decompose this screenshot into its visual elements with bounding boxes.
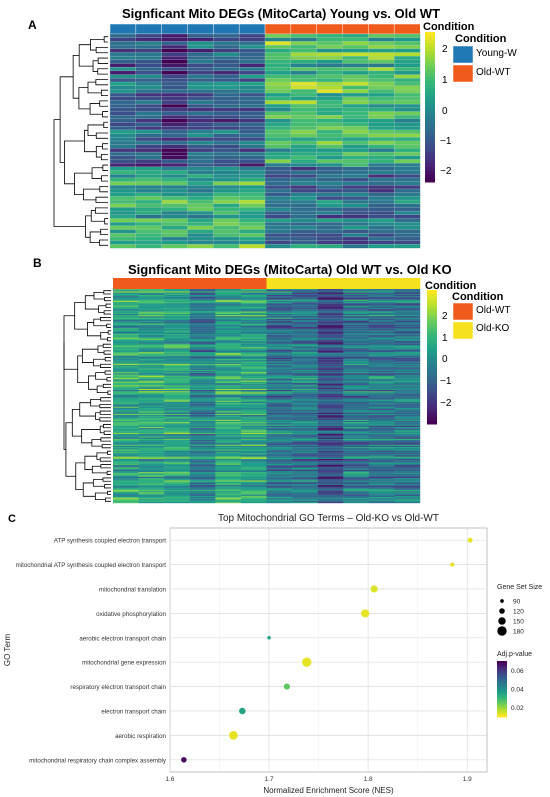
x-tick-label: 1.7: [265, 776, 274, 783]
size-legend-key: [499, 608, 505, 614]
heatmap-b-dendrogram: [63, 290, 111, 502]
heatmap-b-annotation-bar: [113, 278, 421, 289]
y-tick-label: mitochondrial respiratory chain complex …: [29, 757, 167, 764]
panel-b-condition-legend-title: Condition: [452, 291, 504, 303]
data-point: [283, 683, 290, 690]
data-point: [302, 657, 312, 667]
y-axis-label: GO Term: [3, 634, 12, 667]
color-legend-label: 0.02: [511, 705, 524, 712]
panel-a-colorbar-tick: 0: [442, 106, 448, 117]
panel-a-condition-legend-title: Condition: [455, 33, 507, 45]
panel-a-colorbar-tick: −2: [440, 166, 452, 177]
y-tick-label: respiratory electron transport chain: [70, 684, 166, 691]
panel-a-group-label-2: Old-WT: [476, 67, 511, 78]
data-point: [467, 537, 473, 543]
x-tick-label: 1.6: [165, 776, 174, 783]
panel-a-colorbar-tick: 1: [442, 75, 448, 86]
data-point: [181, 757, 187, 763]
heatmap-a-annotation-bar: [109, 23, 421, 35]
heatmap-a-colorbar: [425, 32, 435, 183]
x-axis-label: Normalized Enrichment Score (NES): [263, 786, 394, 795]
size-legend-label: 120: [513, 609, 524, 616]
size-legend-label: 150: [513, 619, 524, 626]
y-tick-label: oxidative phosphorylation: [96, 611, 166, 618]
heatmap-b-colorbar: [427, 290, 437, 425]
panel-a-annotation-title: Condition: [423, 21, 475, 33]
data-point: [239, 707, 246, 715]
plot-panel: [169, 527, 488, 773]
panel-a-title: Signficant Mito DEGs (MitoCarta) Young v…: [122, 6, 441, 21]
heatmap-a-condition-legend: [452, 45, 474, 83]
panel-a-group-label-1: Young-W: [476, 48, 517, 59]
heatmap-b: [63, 278, 474, 504]
chart-title: Top Mitochondrial GO Terms – Old-KO vs O…: [218, 513, 439, 524]
color-legend-title: Adj.p-value: [497, 651, 532, 658]
y-tick-label: aerobic respiration: [115, 733, 166, 740]
panel-a-colorbar-tick: 2: [442, 44, 448, 55]
panel-b-colorbar-tick: −2: [440, 398, 452, 409]
y-tick-label: mitochondrial ATP synthesis coupled elec…: [16, 562, 167, 569]
data-point: [229, 731, 238, 740]
heatmap-a: [53, 23, 474, 249]
panel-b-colorbar-tick: −1: [440, 376, 452, 387]
size-legend-key: [498, 617, 506, 625]
x-tick-label: 1.9: [463, 776, 472, 783]
heatmap-a-dendrogram: [53, 36, 108, 246]
size-legend-label: 180: [513, 629, 524, 636]
panel-b-annotation-title: Condition: [425, 280, 477, 292]
panel-b-colorbar-tick: 0: [442, 354, 448, 365]
y-tick-label: ATP synthesis coupled electron transport: [54, 538, 167, 545]
panel-b-group-label-2: Old-KO: [476, 323, 510, 334]
data-point: [450, 562, 455, 567]
panel-b-colorbar-tick: 1: [442, 333, 448, 344]
size-legend-label: 90: [513, 599, 521, 606]
heatmap-b-condition-legend: [452, 302, 474, 340]
panel-b-letter: B: [33, 256, 42, 270]
y-tick-label: mitochondrial gene expression: [82, 660, 166, 667]
size-legend-title: Gene Set Size: [497, 584, 542, 591]
data-point: [361, 609, 370, 618]
heatmap-b-cells: [113, 289, 421, 504]
heatmap-a-cells: [109, 33, 421, 249]
size-legend-key: [497, 626, 507, 636]
panel-a-letter: A: [28, 18, 37, 32]
y-tick-label: electron transport chain: [101, 709, 166, 716]
panel-a-colorbar-tick: −1: [440, 136, 452, 147]
panel-b-group-label-1: Old-WT: [476, 305, 511, 316]
color-legend-label: 0.04: [511, 687, 524, 694]
panel-c-letter: C: [8, 513, 16, 525]
data-point: [370, 585, 378, 593]
y-tick-label: mitochondrial translation: [99, 587, 167, 594]
color-legend-label: 0.06: [511, 668, 524, 675]
x-tick-label: 1.8: [364, 776, 373, 783]
y-tick-label: aerobic electron transport chain: [79, 635, 166, 642]
data-point: [267, 636, 271, 640]
size-legend-key: [500, 599, 504, 603]
panel-b-colorbar-tick: 2: [442, 311, 448, 322]
panel-b-title: Signficant Mito DEGs (MitoCarta) Old WT …: [128, 262, 452, 277]
go-dotplot: Top Mitochondrial GO Terms – Old-KO vs O…: [3, 513, 542, 795]
color-legend-bar: [497, 661, 507, 718]
